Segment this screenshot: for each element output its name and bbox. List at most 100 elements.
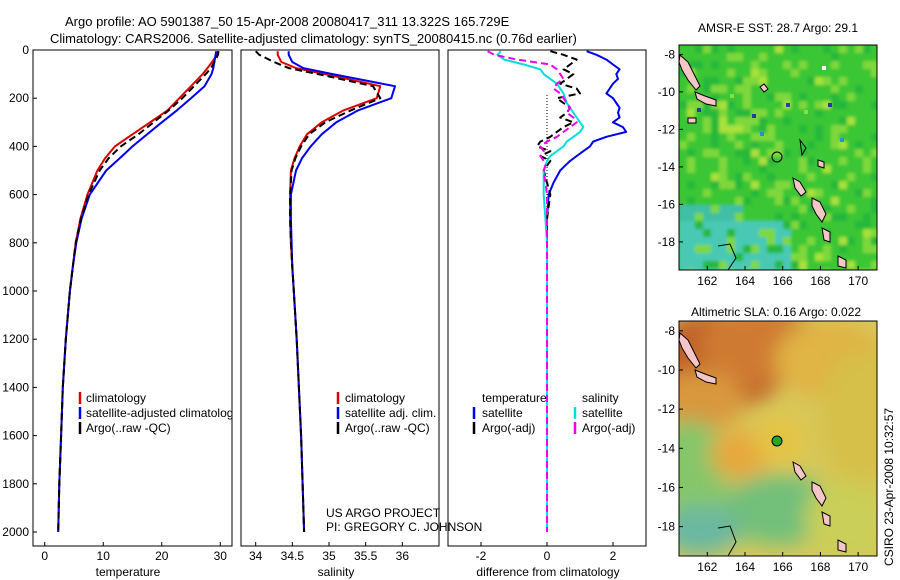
- island-outline: [792, 461, 807, 481]
- sst-cell: [871, 141, 877, 149]
- sst-cell: [695, 173, 703, 181]
- sst-cell: [815, 109, 823, 117]
- sst-cell: [687, 101, 695, 109]
- sst-cell: [855, 205, 863, 213]
- sst-cell: [791, 157, 799, 165]
- sst-cell: [799, 61, 807, 69]
- sst-cell: [735, 61, 743, 69]
- sst-cell: [695, 85, 703, 93]
- sst-cell: [703, 85, 711, 93]
- sst-cell: [815, 133, 823, 141]
- sst-cell: [871, 173, 877, 181]
- sst-cell: [719, 245, 727, 253]
- sst-cell: [767, 133, 775, 141]
- sst-cell: [759, 125, 767, 133]
- sst-cell: [815, 189, 823, 197]
- sst-cell: [823, 93, 831, 101]
- sst-cell: [775, 77, 783, 85]
- sst-cell: [807, 213, 815, 221]
- sst-cell: [815, 69, 823, 77]
- sst-cell: [719, 53, 727, 61]
- sst-cell: [831, 229, 839, 237]
- sst-cell: [679, 189, 687, 197]
- sst-cell: [767, 205, 775, 213]
- sst-cell: [791, 253, 799, 261]
- sst-cell: [727, 181, 735, 189]
- sst-cell: [743, 165, 751, 173]
- sst-cell: [695, 237, 703, 245]
- sst-cell: [871, 189, 877, 197]
- sst-cell: [871, 45, 877, 53]
- island-outline: [821, 511, 831, 527]
- x-tick-label: 35.5: [354, 549, 378, 563]
- series-line-temperature-satellite: [546, 50, 628, 532]
- sst-cell: [743, 125, 751, 133]
- sst-cell: [783, 125, 791, 133]
- sst-cell: [767, 141, 775, 149]
- sst-cell: [815, 181, 823, 189]
- difference-x-ticks: -2 0 2: [476, 542, 617, 563]
- sst-cell: [743, 157, 751, 165]
- sst-cell: [807, 237, 815, 245]
- island-outline: [811, 481, 827, 507]
- sst-cell: [815, 237, 823, 245]
- sst-cell: [831, 53, 839, 61]
- sst-cell: [719, 189, 727, 197]
- sst-cell: [703, 149, 711, 157]
- sst-cell: [799, 117, 807, 125]
- sst-cell: [783, 109, 791, 117]
- sst-cell: [767, 69, 775, 77]
- y-tick-label: 800: [9, 236, 29, 250]
- legend-label-satellite: satellite adj. clim.: [345, 406, 436, 420]
- sst-cell: [855, 53, 863, 61]
- sst-cell: [727, 205, 735, 213]
- sst-cell: [767, 189, 775, 197]
- sst-cell: [679, 133, 687, 141]
- sst-cell: [711, 165, 719, 173]
- sst-cell: [695, 197, 703, 205]
- sst-cell: [727, 157, 735, 165]
- sst-cell: [823, 213, 831, 221]
- sst-cell: [855, 101, 863, 109]
- sst-cell: [751, 165, 759, 173]
- sst-cell: [783, 253, 791, 261]
- sst-cell: [687, 53, 695, 61]
- sst-cell: [871, 101, 877, 109]
- sst-cell: [799, 109, 807, 117]
- sst-cell: [767, 45, 775, 53]
- sst-cell: [791, 77, 799, 85]
- sst-speck: [804, 110, 808, 114]
- sst-cell: [783, 165, 791, 173]
- sst-cell: [831, 125, 839, 133]
- sst-cell: [783, 237, 791, 245]
- sst-cell: [703, 237, 711, 245]
- sst-cell: [863, 93, 871, 101]
- sst-cell: [719, 261, 727, 269]
- sst-cell: [711, 53, 719, 61]
- sst-cell: [703, 69, 711, 77]
- sst-cell: [743, 221, 751, 229]
- sst-cell: [783, 85, 791, 93]
- sst-cell: [783, 117, 791, 125]
- sst-cell: [807, 141, 815, 149]
- sst-cell: [847, 93, 855, 101]
- series-line-satellite-adjusted-climatology: [57, 51, 218, 533]
- sst-cell: [807, 61, 815, 69]
- sst-cell: [695, 141, 703, 149]
- sst-cell: [703, 181, 711, 189]
- sst-cell: [759, 229, 767, 237]
- map-y-tick-label: -12: [658, 122, 676, 136]
- series-line-argo-raw-qc: [254, 50, 382, 533]
- sst-cell: [719, 85, 727, 93]
- sst-cell: [775, 213, 783, 221]
- sst-cell: [703, 125, 711, 133]
- sst-cell: [871, 205, 877, 213]
- sst-cell: [807, 45, 815, 53]
- sst-cell: [855, 229, 863, 237]
- sst-cell: [743, 205, 751, 213]
- sst-cell: [847, 157, 855, 165]
- sst-cell: [727, 229, 735, 237]
- x-tick-label: 30: [214, 549, 228, 563]
- argo-float-marker: [771, 435, 783, 447]
- sst-cell: [751, 253, 759, 261]
